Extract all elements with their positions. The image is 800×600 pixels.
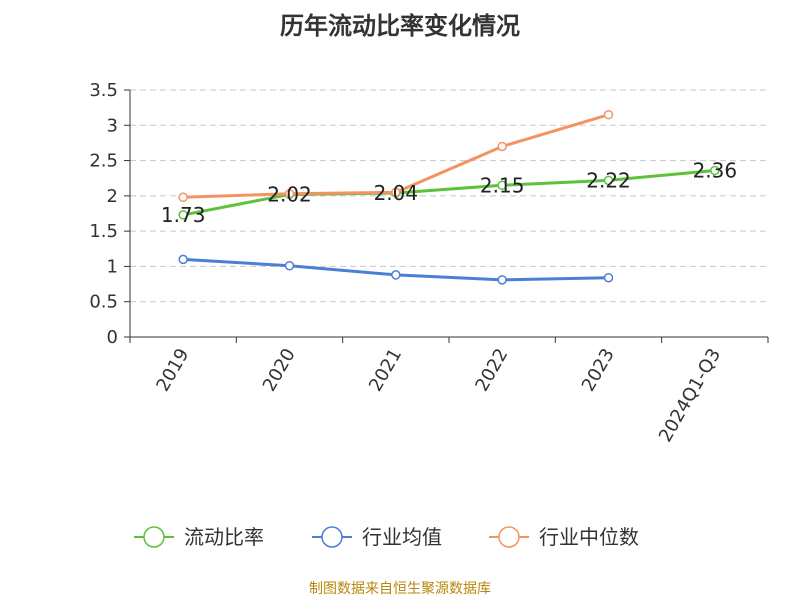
legend-item: 流动比率 [134, 525, 264, 549]
legend-marker [321, 526, 343, 548]
data-point [710, 165, 720, 176]
y-tick-label: 2.5 [89, 151, 118, 172]
chart-title: 历年流动比率变化情况 [280, 12, 520, 40]
x-tick-label: 2020 [259, 345, 300, 395]
data-point [497, 141, 507, 152]
legend-item: 行业均值 [312, 525, 442, 549]
legend-label: 流动比率 [184, 525, 264, 549]
series-line [182, 168, 715, 217]
data-point [603, 109, 614, 120]
data-label: 2.04 [374, 181, 419, 205]
data-point [497, 180, 507, 191]
data-point [391, 270, 401, 280]
series-lines [178, 109, 720, 285]
y-tick-label: 3 [107, 115, 118, 136]
x-tick-label: 2022 [471, 345, 512, 395]
data-point [603, 272, 614, 283]
data-point [178, 254, 188, 265]
legend-item: 行业中位数 [489, 525, 639, 549]
data-label: 2.15 [480, 173, 525, 197]
data-label: 2.02 [267, 182, 312, 206]
data-point [178, 210, 188, 220]
axes: 0 0.5 1 1.5 2 2.5 3 3.5 2019 2020 2021 2022 2023 2024… [89, 80, 769, 446]
data-point [497, 275, 507, 285]
legend-label: 行业均值 [362, 525, 442, 549]
grid-lines [130, 89, 768, 303]
data-point [284, 260, 295, 271]
y-tick-label: 1.5 [89, 221, 118, 242]
y-tick-label: 3.5 [89, 80, 118, 101]
x-tick-label: 2019 [152, 345, 193, 395]
data-label: 2.22 [586, 168, 631, 192]
y-tick-label: 2 [107, 186, 118, 207]
data-point [284, 188, 295, 199]
legend: 流动比率 行业均值 行业中位数 [134, 525, 639, 549]
source-note: 制图数据来自恒生聚源数据库 [309, 581, 491, 597]
data-point [178, 192, 188, 203]
y-tick-label: 1 [107, 256, 118, 277]
x-tick-label: 2021 [365, 345, 406, 395]
data-label: 2.36 [693, 158, 738, 182]
x-tick-label: 2024Q1-Q3 [655, 345, 725, 446]
legend-marker [143, 526, 165, 548]
data-label: 1.73 [161, 203, 206, 227]
y-tick-label: 0 [107, 327, 118, 348]
data-labels: 1.73 2.02 2.04 2.15 2.22 2.36 [161, 158, 737, 226]
data-point [391, 187, 401, 198]
legend-marker [498, 526, 520, 548]
legend-label: 行业中位数 [539, 525, 639, 549]
y-tick-label: 0.5 [89, 292, 118, 313]
x-tick-label: 2023 [578, 345, 619, 395]
data-point [603, 175, 614, 186]
